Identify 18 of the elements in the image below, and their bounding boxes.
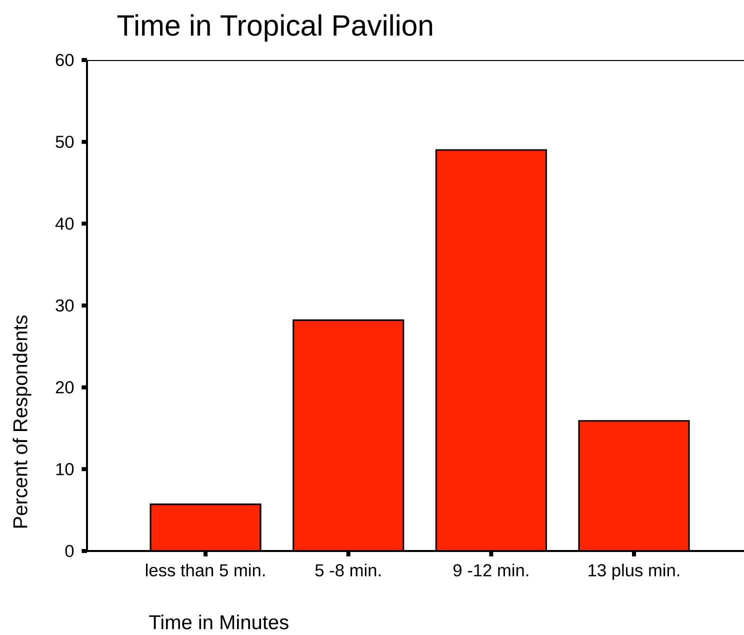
y-tick-label: 30 — [56, 299, 74, 312]
y-tick-label: 50 — [56, 136, 74, 148]
bar — [435, 149, 547, 551]
x-tick-label: 9 -12 min. — [453, 564, 528, 576]
y-tick-label: 0 — [65, 544, 74, 558]
y-tick-label: 60 — [56, 54, 74, 66]
x-tick-label: 13 plus min. — [588, 564, 680, 580]
y-tick-label: 20 — [56, 381, 74, 394]
bar — [578, 420, 690, 551]
chart-title: Time in Tropical Pavilion — [117, 14, 432, 42]
y-axis-title: Percent of Respondents — [12, 315, 32, 528]
y-tick-label: 10 — [56, 463, 74, 476]
y-tick-label: 40 — [55, 218, 74, 230]
bar — [150, 504, 262, 551]
x-tick-label: 5 -8 min. — [315, 564, 380, 576]
x-tick-label: less than 5 min. — [146, 564, 265, 576]
x-axis-title: Time in Minutes — [149, 614, 288, 630]
bar — [292, 319, 404, 551]
